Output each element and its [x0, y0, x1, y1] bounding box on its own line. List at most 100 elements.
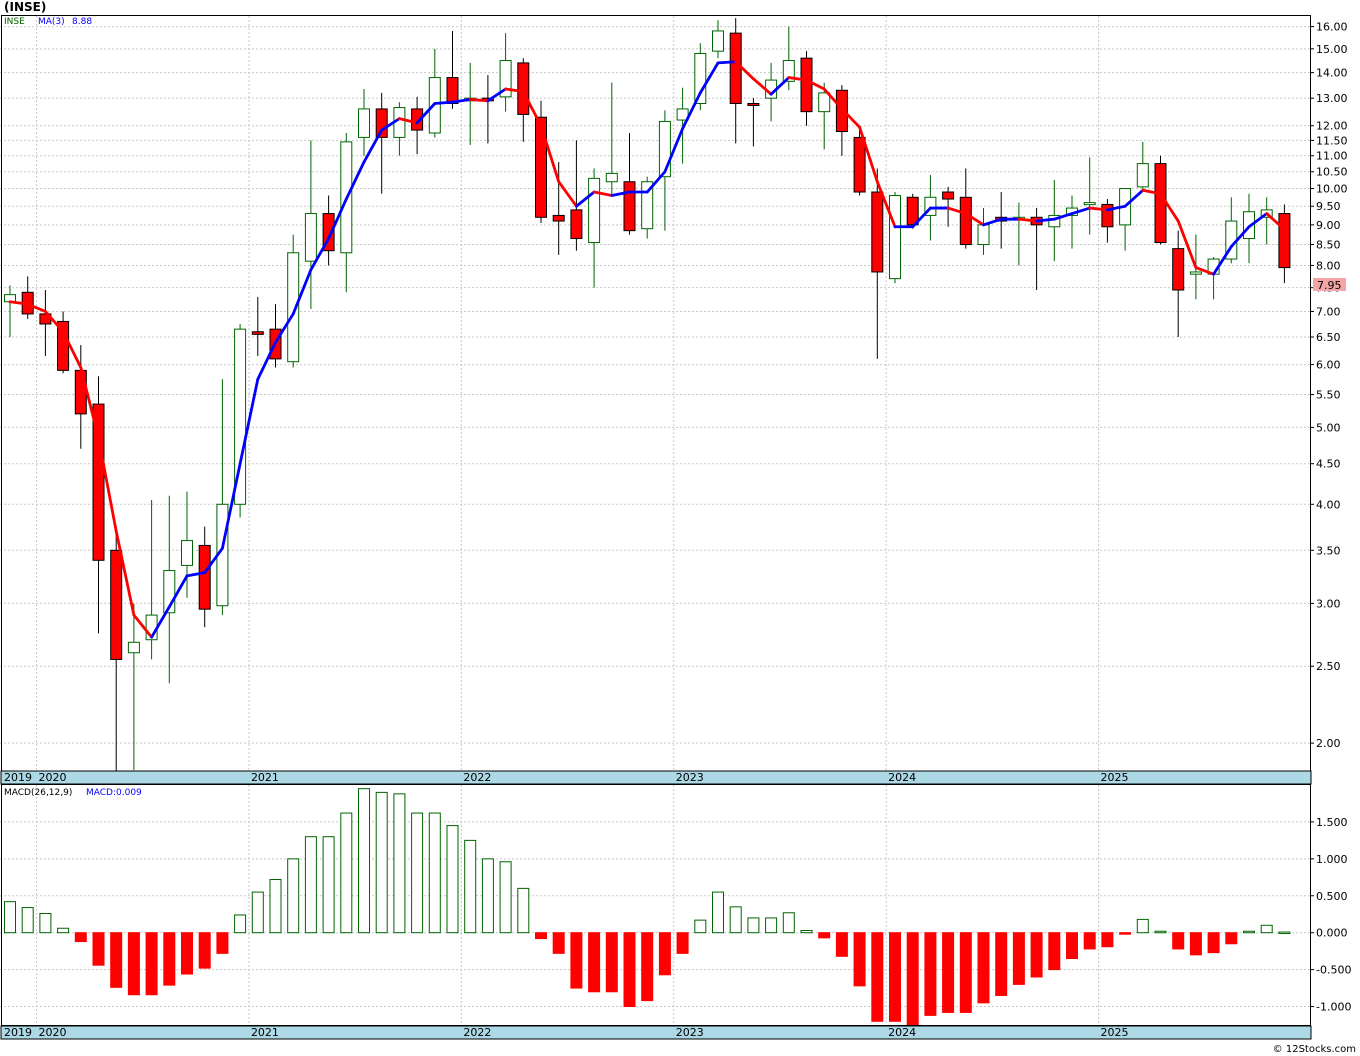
price-y-tick-label: 4.00	[1316, 498, 1341, 511]
macd-bar-negative	[127, 932, 140, 996]
ma-segment	[114, 529, 136, 617]
macd-bar-positive	[4, 901, 16, 934]
macd-bar-negative	[552, 932, 565, 954]
ma-segment	[805, 78, 826, 91]
candle-body	[800, 57, 813, 113]
candle-body	[198, 544, 211, 610]
candle-down	[570, 140, 583, 251]
candle-up	[304, 140, 317, 310]
price-legend-symbol: INSE	[4, 17, 25, 27]
ma-segment	[504, 87, 525, 93]
macd-bar-positive	[712, 891, 724, 934]
price-y-tick-label: 10.00	[1316, 183, 1348, 196]
price-y-tick-label: 4.50	[1316, 458, 1341, 471]
candle-body	[322, 213, 335, 252]
ma-segment	[645, 170, 667, 194]
ma-segment	[79, 366, 100, 440]
candle-body	[1154, 163, 1167, 244]
ma-segment	[1088, 206, 1109, 212]
macd-bar-negative	[1066, 932, 1078, 960]
candle-body	[535, 116, 547, 218]
macd-bar-negative	[181, 932, 193, 975]
candle-down	[92, 376, 105, 634]
ma-segment	[150, 605, 171, 639]
macd-bar-negative	[1172, 932, 1185, 950]
ma-segment	[309, 237, 331, 272]
macd-bar-positive	[1243, 930, 1255, 934]
candle-up	[127, 603, 140, 770]
macd-bar-negative	[676, 932, 689, 954]
macd-bar-negative	[110, 932, 123, 988]
candle-down	[251, 296, 264, 357]
candle-body	[375, 108, 388, 138]
ma-segment	[433, 100, 454, 105]
macd-bar-negative	[818, 932, 831, 939]
price-candles	[4, 18, 1291, 780]
candle-up	[499, 33, 512, 112]
candle-body	[977, 224, 990, 246]
price-legend-ma-value: 8.88	[72, 17, 92, 27]
price-y-tick-label: 8.00	[1316, 259, 1341, 272]
ma-segment	[1035, 217, 1056, 223]
ma-segment	[716, 60, 738, 65]
macd-bar-positive	[322, 836, 335, 934]
ma-segment	[238, 377, 260, 466]
macd-bar-positive	[446, 825, 459, 934]
candle-body	[1189, 271, 1202, 275]
ma-segment	[451, 98, 472, 104]
ma-segment	[822, 87, 844, 111]
macd-x-axis: 2019 2020 2021 2022 2023 2024 2025	[4, 1026, 1129, 1039]
ma-segment	[982, 217, 1003, 227]
macd-bar-negative	[1189, 932, 1202, 956]
watermark: © 12Stocks.com	[1272, 1044, 1356, 1055]
candle-up	[1119, 188, 1132, 251]
macd-bar-positive	[765, 917, 778, 934]
price-y-tick-label: 16.00	[1316, 21, 1348, 34]
candle-down	[800, 51, 813, 126]
macd-bar-negative	[853, 932, 866, 987]
candle-down	[517, 58, 530, 142]
year-label: 2023	[676, 1026, 704, 1039]
ma-segment	[362, 128, 384, 164]
ma-segment	[1247, 212, 1269, 229]
macd-panel-frame	[1, 784, 1311, 1026]
candle-up	[340, 132, 353, 293]
year-label: 2025	[1101, 771, 1129, 784]
price-y-tick-label: 2.50	[1316, 660, 1341, 673]
candle-up	[1066, 195, 1078, 249]
macd-bar-negative	[92, 932, 105, 966]
macd-y-tick-label: 1.000	[1316, 853, 1348, 866]
ma-segment	[1141, 188, 1162, 196]
macd-bar-negative	[1119, 932, 1132, 935]
ma-segment	[752, 77, 773, 96]
price-panel-frame	[1, 15, 1311, 772]
price-y-tick-label: 10.50	[1316, 166, 1348, 179]
candle-body	[782, 60, 795, 82]
macd-bar-negative	[1101, 932, 1114, 948]
year-label: 2023	[676, 771, 704, 784]
macd-bar-negative	[623, 932, 636, 1008]
ma-segment	[1194, 266, 1215, 276]
macd-bar-negative	[959, 932, 972, 1013]
candle-down	[1101, 199, 1114, 243]
macd-bar-negative	[995, 932, 1008, 996]
macd-bar-positive	[251, 891, 264, 934]
price-y-tick-label: 5.00	[1316, 421, 1341, 434]
price-y-tick-label: 8.50	[1316, 239, 1341, 252]
macd-bar-negative	[977, 932, 990, 1004]
ma-segment	[575, 190, 596, 208]
candle-body	[234, 328, 247, 505]
ma-segment	[274, 312, 295, 344]
ma-segment	[698, 61, 720, 95]
price-y-tick-label: 11.50	[1316, 134, 1348, 147]
macd-bar-negative	[835, 932, 848, 957]
candle-body	[74, 369, 87, 415]
ma-segment	[220, 462, 242, 550]
price-legend-ma: MA(3)	[38, 17, 65, 27]
price-ma-line	[8, 60, 1286, 639]
candle-body	[499, 60, 512, 98]
ma-segment	[327, 197, 348, 240]
ma-segment	[1265, 212, 1286, 231]
candle-body	[1172, 248, 1185, 291]
macd-bar-negative	[1225, 932, 1238, 945]
